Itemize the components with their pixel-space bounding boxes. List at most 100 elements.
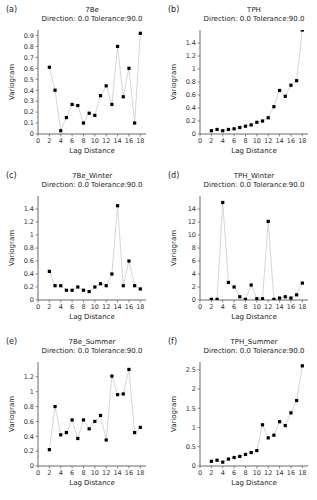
x-tick-label: 12 xyxy=(264,469,272,477)
marker xyxy=(88,112,91,115)
y-tick xyxy=(36,451,39,452)
marker xyxy=(93,420,96,423)
marker xyxy=(127,259,130,262)
x-axis-line xyxy=(38,466,146,467)
marker xyxy=(261,297,264,300)
y-tick-label: 0.8 xyxy=(186,78,196,86)
x-tick-label: 6 xyxy=(70,137,74,145)
marker xyxy=(76,285,79,288)
marker xyxy=(48,448,51,451)
x-tick-label: 18 xyxy=(298,137,306,145)
y-tick xyxy=(36,274,39,275)
marker xyxy=(76,104,79,107)
marker xyxy=(215,298,218,300)
x-tick-label: 16 xyxy=(287,469,295,477)
marker xyxy=(110,272,113,275)
y-tick-label: 0.7 xyxy=(24,54,34,62)
y-tick-label: 6 xyxy=(192,257,196,265)
y-tick-label: 0 xyxy=(192,130,196,138)
title-line: 7Be_Summer xyxy=(69,338,116,346)
x-tick-label: 6 xyxy=(70,303,74,311)
x-tick-label: 12 xyxy=(102,303,110,311)
title-line: TPH xyxy=(246,6,261,14)
y-tick xyxy=(36,112,39,113)
y-tick xyxy=(198,134,201,135)
y-tick-label: 1 xyxy=(192,424,196,432)
plot-area xyxy=(48,32,142,133)
x-tick-label: 14 xyxy=(113,303,121,311)
y-tick xyxy=(198,369,201,370)
marker xyxy=(221,461,224,464)
marker xyxy=(255,121,258,124)
y-axis-line xyxy=(200,362,201,466)
x-tick-label: 14 xyxy=(275,469,283,477)
panel-label: (c) xyxy=(6,171,17,180)
x-tick-label: 10 xyxy=(253,303,261,311)
y-tick-label: 0.9 xyxy=(24,32,34,40)
y-tick-label: 0.5 xyxy=(24,76,34,84)
y-axis-line xyxy=(38,362,39,466)
y-axis-label: Variogram xyxy=(170,230,178,266)
panel: (e)7Be_SummerDirection: 0.0 Tolerance:90… xyxy=(6,337,146,487)
marker xyxy=(272,298,275,300)
x-tick-label: 10 xyxy=(91,137,99,145)
y-tick xyxy=(36,421,39,422)
marker xyxy=(59,129,62,132)
series-line xyxy=(211,30,302,131)
y-tick xyxy=(36,46,39,47)
marker xyxy=(233,456,236,459)
x-axis-line xyxy=(200,134,308,135)
x-tick-label: 2 xyxy=(47,303,51,311)
marker xyxy=(82,289,85,292)
x-tick-label: 8 xyxy=(243,469,247,477)
marker xyxy=(238,455,241,458)
x-tick-label: 10 xyxy=(91,303,99,311)
plot-area xyxy=(48,204,142,293)
title-line: Direction: 0.0 Tolerance:90.0 xyxy=(204,15,305,23)
y-tick-label: 0 xyxy=(192,462,196,470)
x-axis-line xyxy=(200,466,308,467)
y-tick xyxy=(36,101,39,102)
title-line: Direction: 0.0 Tolerance:90.0 xyxy=(42,15,143,23)
marker xyxy=(53,405,56,408)
y-tick-label: 0.6 xyxy=(24,418,34,426)
marker xyxy=(71,418,74,421)
y-axis-label: Variogram xyxy=(170,64,178,100)
plot-area xyxy=(210,364,304,463)
x-tick-label: 10 xyxy=(91,469,99,477)
x-tick-label: 8 xyxy=(81,303,85,311)
marker xyxy=(289,411,292,414)
x-axis-label: Lag Distance xyxy=(69,313,114,321)
marker xyxy=(93,285,96,288)
x-tick-label: 16 xyxy=(125,303,133,311)
marker xyxy=(244,298,247,300)
marker xyxy=(244,125,247,128)
marker xyxy=(133,284,136,287)
marker xyxy=(227,281,230,284)
y-tick-label: 0.6 xyxy=(186,91,196,99)
x-tick-label: 0 xyxy=(36,469,40,477)
y-tick xyxy=(36,248,39,249)
marker xyxy=(110,375,113,378)
x-tick-label: 4 xyxy=(221,303,225,311)
marker xyxy=(284,95,287,98)
y-tick-label: 2 xyxy=(192,385,196,393)
marker xyxy=(127,67,130,70)
x-tick-label: 2 xyxy=(209,137,213,145)
panel-label: (a) xyxy=(6,5,17,14)
x-tick-label: 12 xyxy=(264,303,272,311)
marker xyxy=(59,284,62,287)
marker xyxy=(127,368,130,371)
marker xyxy=(210,298,213,300)
y-tick xyxy=(36,287,39,288)
marker xyxy=(295,399,298,402)
y-tick xyxy=(36,391,39,392)
y-tick-label: 2 xyxy=(192,283,196,291)
marker xyxy=(82,121,85,124)
marker xyxy=(59,433,62,436)
y-tick xyxy=(198,121,201,122)
y-tick-label: 0.6 xyxy=(24,65,34,73)
marker xyxy=(215,128,218,131)
y-tick xyxy=(36,235,39,236)
y-tick-label: 0.2 xyxy=(24,447,34,455)
